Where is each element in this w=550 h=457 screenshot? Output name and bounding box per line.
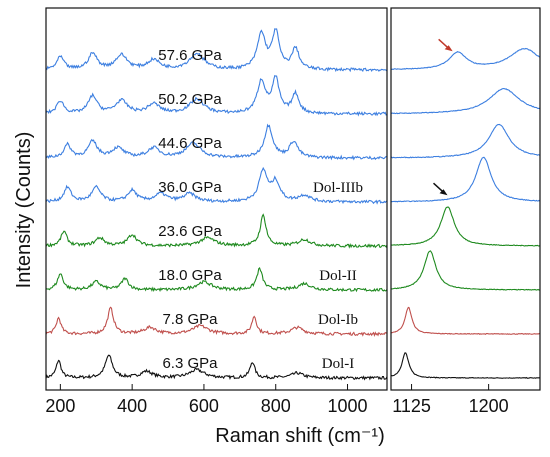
series-pressure-label: 6.3 GPa	[162, 355, 218, 372]
series-pressure-label: 36.0 GPa	[158, 179, 222, 196]
x-tick-label: 1000	[327, 396, 367, 416]
annotation-arrow-head	[439, 189, 448, 196]
series-phase-label: Dol-Ib	[318, 312, 358, 328]
x-axis-label: Raman shift (cm⁻¹)	[215, 425, 384, 447]
series-phase-label: Dol-II	[319, 268, 357, 284]
x-tick-label: 400	[117, 396, 147, 416]
y-axis-label: Intensity (Counts)	[13, 132, 35, 289]
series-line-left	[45, 123, 388, 161]
series-line-right	[390, 156, 541, 203]
series-line-right	[390, 123, 541, 159]
series-line-right	[390, 87, 541, 115]
series-phase-label: Dol-I	[322, 356, 355, 372]
series-line-left	[45, 213, 388, 249]
series-line-right	[390, 352, 541, 379]
series-line-left	[45, 354, 388, 381]
series-pressure-label: 23.6 GPa	[158, 223, 222, 240]
x-tick-label: 1125	[392, 396, 431, 416]
series-line-right	[390, 250, 540, 291]
series-line-right	[391, 206, 541, 247]
series-pressure-label: 57.6 GPa	[158, 47, 222, 64]
left-panel-frame	[45, 7, 388, 391]
series-pressure-label: 50.2 GPa	[158, 91, 222, 108]
annotation-arrow-head	[444, 45, 453, 52]
x-tick-label: 800	[261, 396, 291, 416]
series-line-right	[390, 47, 540, 70]
series-line-left	[45, 166, 388, 205]
right-panel-frame	[390, 7, 541, 391]
x-tick-label: 200	[45, 396, 75, 416]
series-pressure-label: 18.0 GPa	[158, 267, 222, 284]
x-tick-label: 1200	[469, 396, 509, 416]
series-line-left	[45, 306, 388, 337]
series-pressure-label: 44.6 GPa	[158, 135, 222, 152]
series-line-left	[45, 28, 388, 73]
series-line-right	[390, 306, 540, 335]
series-pressure-label: 7.8 GPa	[162, 311, 218, 328]
series-line-left	[45, 267, 388, 293]
x-tick-label: 600	[189, 396, 219, 416]
series-phase-label: Dol-IIIb	[313, 180, 363, 196]
series-line-left	[45, 74, 388, 117]
